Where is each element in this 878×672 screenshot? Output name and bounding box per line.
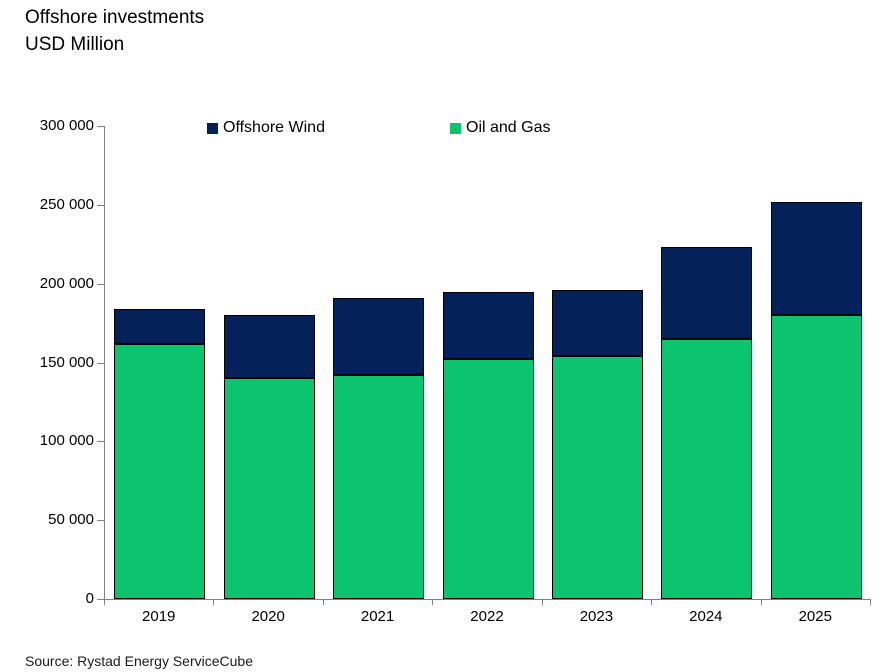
y-axis-label: 150 000 [39,353,94,371]
y-axis-tick-mark [97,204,104,206]
x-axis-label-2021: 2021 [360,608,395,625]
x-axis-label-2025: 2025 [798,608,832,625]
bar-segment-offshore-wind-2020 [223,315,315,379]
legend-label-oil-and-gas: Oil and Gas [466,119,551,136]
bar-segment-oil-and-gas-2021 [333,375,425,599]
bar-segment-oil-and-gas-2025 [770,315,862,599]
y-axis-tick-mark [97,362,104,364]
bar-segment-offshore-wind-2022 [442,291,534,360]
y-axis-label: 0 [85,590,94,607]
chart-title: Offshore investments USD Million [25,4,204,58]
bar-segment-offshore-wind-2025 [770,201,862,316]
bar-segment-oil-and-gas-2019 [114,343,206,599]
y-axis-tick-mark [97,599,104,600]
x-axis-tick-mark [541,600,543,605]
x-axis-tick-mark [432,600,434,605]
x-axis-tick-mark [651,600,653,605]
x-axis-tick-mark [104,600,105,605]
bar-segment-oil-and-gas-2022 [442,359,534,599]
x-axis-label-2023: 2023 [579,608,614,625]
chart-title-line1: Offshore investments [25,7,205,28]
x-axis-label-2022: 2022 [470,608,504,625]
source-text: Source: Rystad Energy ServiceCube [25,653,253,669]
bar-segment-offshore-wind-2023 [551,289,643,357]
y-axis-label: 200 000 [39,274,94,292]
bar-segment-oil-and-gas-2020 [223,378,315,599]
x-axis-tick-mark [870,600,871,605]
y-axis-label: 250 000 [39,195,94,213]
legend-item-offshore-wind: Offshore Wind [207,119,325,137]
chart-title-line2: USD Million [25,34,125,55]
y-axis-tick-mark [97,520,104,522]
y-axis-label: 300 000 [39,117,94,134]
legend-item-oil-and-gas: Oil and Gas [450,119,550,137]
legend-label-offshore-wind: Offshore Wind [223,119,325,136]
x-axis-tick-mark [322,600,324,605]
bar-segment-oil-and-gas-2023 [551,356,643,599]
y-axis-tick-mark [97,126,104,127]
offshore-wind-legend-swatch-icon [207,122,218,134]
bar-segment-offshore-wind-2019 [114,308,206,344]
y-axis-label: 50 000 [48,511,94,529]
bar-segment-offshore-wind-2021 [333,297,425,376]
oil-and-gas-legend-swatch-icon [450,122,461,134]
bar-segment-offshore-wind-2024 [661,247,753,339]
x-axis-label-2024: 2024 [689,608,723,625]
y-axis-tick-mark [97,283,104,285]
x-axis-tick-mark [760,600,762,605]
x-axis-tick-mark [213,600,215,605]
x-axis-label-2020: 2020 [251,608,285,625]
plot-area [104,126,871,600]
y-axis-label: 100 000 [39,432,94,450]
x-axis-label-2019: 2019 [142,608,176,625]
bar-segment-oil-and-gas-2024 [661,338,753,599]
y-axis-tick-mark [97,441,104,443]
